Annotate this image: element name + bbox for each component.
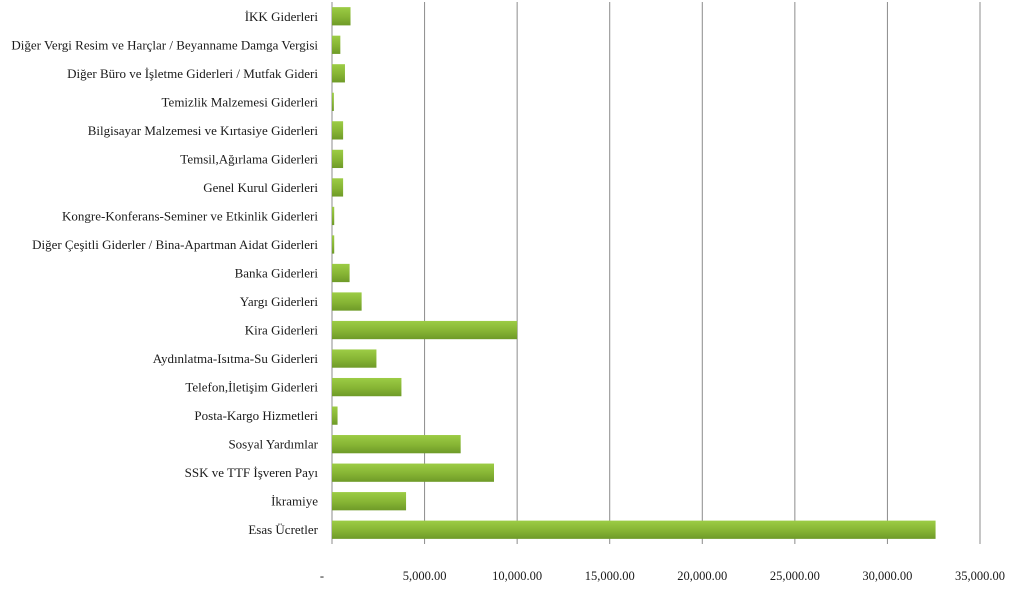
bar xyxy=(332,435,461,454)
category-label: Kira Giderleri xyxy=(245,323,319,338)
bar xyxy=(332,64,345,83)
x-tick-label: 25,000.00 xyxy=(770,569,820,583)
bar xyxy=(332,206,335,226)
bar xyxy=(332,292,362,311)
category-label: Telefon,İletişim Giderleri xyxy=(185,380,318,395)
x-tick-labels: - 5,000.00 10,000.00 15,000.00 20,000.00 25,0… xyxy=(320,569,1005,583)
bar xyxy=(332,463,494,482)
bar xyxy=(332,121,344,140)
bar xyxy=(332,263,350,283)
category-label: Banka Giderleri xyxy=(235,266,319,281)
bar xyxy=(332,35,341,54)
category-label: Posta-Kargo Hizmetleri xyxy=(194,408,318,423)
bars xyxy=(332,7,936,539)
bar xyxy=(332,7,351,26)
bar xyxy=(332,320,518,340)
category-label: Diğer Büro ve İşletme Giderleri / Mutfak… xyxy=(67,66,318,81)
bar xyxy=(332,149,344,169)
category-label: SSK ve TTF İşveren Payı xyxy=(185,465,319,480)
bar xyxy=(332,349,377,368)
category-label: Bilgisayar Malzemesi ve Kırtasiye Giderl… xyxy=(88,123,319,138)
x-tick-label: 10,000.00 xyxy=(492,569,542,583)
x-tick-label: 35,000.00 xyxy=(955,569,1005,583)
category-label: Temizlik Malzemesi Giderleri xyxy=(162,94,319,109)
bar xyxy=(332,492,407,511)
category-label: Diğer Çeşitli Giderler / Bina-Apartman A… xyxy=(32,237,318,252)
category-label: Kongre-Konferans-Seminer ve Etkinlik Gid… xyxy=(62,208,318,223)
bar xyxy=(332,377,402,397)
category-label: Diğer Vergi Resim ve Harçlar / Beyanname… xyxy=(11,37,318,52)
category-label: Genel Kurul Giderleri xyxy=(203,180,318,195)
bar xyxy=(332,92,334,111)
category-label: Yargı Giderleri xyxy=(240,294,319,309)
bar xyxy=(332,235,335,254)
x-tick-label: 30,000.00 xyxy=(862,569,912,583)
x-tick-label: - xyxy=(320,569,324,583)
bar xyxy=(332,406,338,425)
category-label: Sosyal Yardımlar xyxy=(228,437,318,452)
category-label: İkramiye xyxy=(271,494,318,509)
bar xyxy=(332,520,936,539)
gridlines xyxy=(331,2,981,544)
category-label: İKK Giderleri xyxy=(245,9,319,24)
x-tick-label: 5,000.00 xyxy=(403,569,447,583)
category-label: Temsil,Ağırlama Giderleri xyxy=(180,151,318,166)
bar xyxy=(332,178,344,197)
category-labels: İKK Giderleri Diğer Vergi Resim ve Harçla… xyxy=(11,9,318,537)
category-label: Esas Ücretler xyxy=(248,522,318,537)
x-tick-label: 20,000.00 xyxy=(677,569,727,583)
x-tick-label: 15,000.00 xyxy=(585,569,635,583)
category-label: Aydınlatma-Isıtma-Su Giderleri xyxy=(153,351,319,366)
